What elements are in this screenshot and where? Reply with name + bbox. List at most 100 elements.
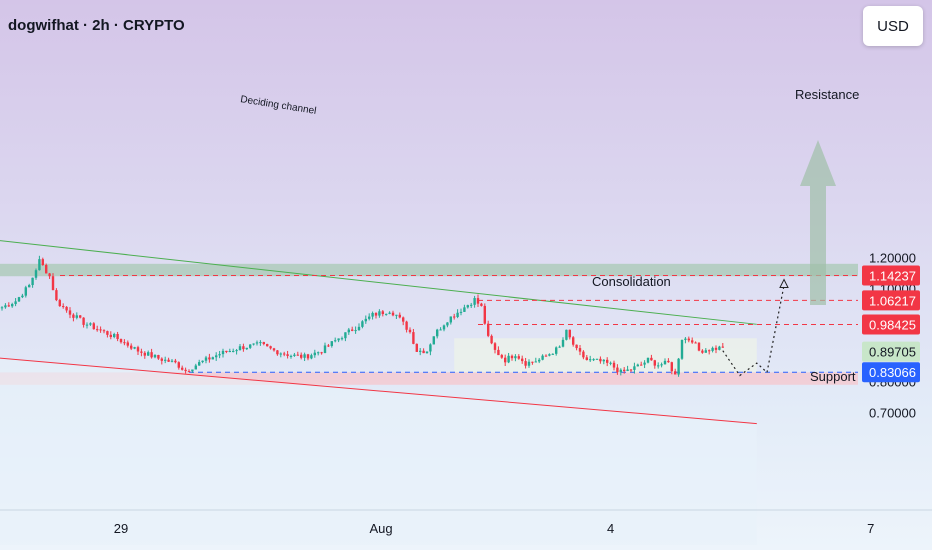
candle-body	[459, 311, 463, 313]
x-tick-label: 29	[114, 521, 128, 536]
candle-body	[633, 366, 636, 370]
candle-body	[429, 344, 432, 352]
candle-body	[269, 346, 272, 349]
candle-body	[374, 312, 378, 316]
candle-body	[626, 369, 629, 372]
candle-body	[606, 359, 609, 363]
candle-body	[476, 298, 480, 304]
candle-body	[55, 290, 58, 301]
projection-path	[722, 285, 785, 377]
price-tag-0.89705	[862, 341, 920, 362]
candle-body	[405, 321, 408, 330]
candle-body	[415, 343, 418, 352]
candle-body	[449, 316, 452, 323]
candle-body	[133, 347, 136, 349]
candle-body	[524, 361, 527, 366]
candle-body	[650, 357, 653, 361]
candle-body	[473, 298, 476, 305]
candle-body	[279, 353, 282, 355]
annotation-resistance: Resistance	[795, 87, 859, 102]
candle-body	[303, 354, 306, 358]
candle-body	[323, 345, 327, 353]
candle-body	[31, 277, 34, 286]
candle-body	[599, 358, 602, 362]
candle-body	[548, 354, 551, 356]
candle-body	[150, 352, 153, 358]
candle-body	[422, 350, 425, 354]
candle-body	[136, 347, 140, 352]
candle-body	[14, 301, 17, 305]
price-tag-text: 0.83066	[869, 365, 916, 380]
candle-body	[187, 371, 191, 373]
candle-body	[96, 329, 99, 331]
candle-body	[232, 350, 235, 352]
candle-body	[160, 358, 163, 361]
candle-body	[68, 310, 72, 315]
candle-body	[684, 338, 687, 340]
price-tag-0.83066	[862, 362, 920, 383]
candle-body	[330, 341, 333, 346]
candle-body	[262, 342, 265, 345]
candle-body	[235, 350, 238, 352]
candle-body	[11, 304, 14, 307]
candle-body	[82, 317, 85, 325]
candle-body	[521, 358, 524, 362]
candle-body	[704, 350, 707, 353]
candle-body	[184, 369, 187, 372]
candle-body	[507, 355, 510, 363]
candle-body	[72, 314, 75, 318]
currency-button[interactable]: USD	[863, 6, 923, 46]
candle-body	[602, 359, 605, 362]
candle-body	[211, 357, 214, 360]
candle-body	[616, 367, 619, 373]
candle-body	[568, 329, 571, 338]
annotation-support: Support	[810, 369, 856, 384]
price-tag-text: 0.89705	[869, 345, 916, 360]
candle-body	[164, 359, 167, 361]
candle-body	[58, 300, 61, 307]
channel-floor-fill	[0, 358, 757, 545]
candle-body	[514, 356, 517, 359]
candle-body	[694, 342, 697, 344]
candle-body	[276, 350, 279, 355]
chart-title: dogwifhat · 2h · CRYPTO	[8, 17, 185, 34]
candle-body	[245, 347, 248, 350]
candle-body	[361, 321, 364, 327]
candle-body	[106, 331, 109, 335]
candle-body	[565, 329, 568, 340]
candle-body	[62, 306, 65, 308]
candle-body	[677, 358, 680, 375]
candle-body	[398, 314, 401, 318]
price-tag-1.06217	[862, 290, 920, 311]
candle-body	[402, 317, 405, 322]
candle-body	[391, 312, 395, 316]
candle-body	[504, 357, 507, 363]
candle-body	[334, 340, 337, 342]
price-tag-text: 0.98425	[869, 318, 916, 333]
candle-body	[493, 343, 497, 350]
candle-body	[252, 343, 255, 345]
candle-body	[28, 285, 31, 288]
candle-body	[364, 318, 367, 322]
candle-body	[674, 371, 677, 375]
candle-body	[640, 364, 643, 366]
candle-body	[225, 350, 228, 352]
candle-body	[45, 265, 48, 274]
candle-body	[286, 354, 289, 356]
candle-body	[697, 342, 701, 351]
candle-body	[680, 339, 684, 359]
candle-body	[456, 312, 459, 318]
candle-body	[663, 360, 667, 365]
candle-body	[174, 360, 177, 363]
candle-body	[385, 313, 388, 315]
candle-body	[667, 360, 670, 363]
candle-body	[130, 345, 133, 349]
candle-body	[147, 352, 150, 356]
candle-body	[201, 360, 204, 363]
candle-body	[327, 345, 330, 347]
candle-body	[4, 305, 7, 308]
candle-body	[228, 351, 231, 353]
candle-body	[541, 355, 544, 360]
candle-body	[480, 303, 483, 306]
